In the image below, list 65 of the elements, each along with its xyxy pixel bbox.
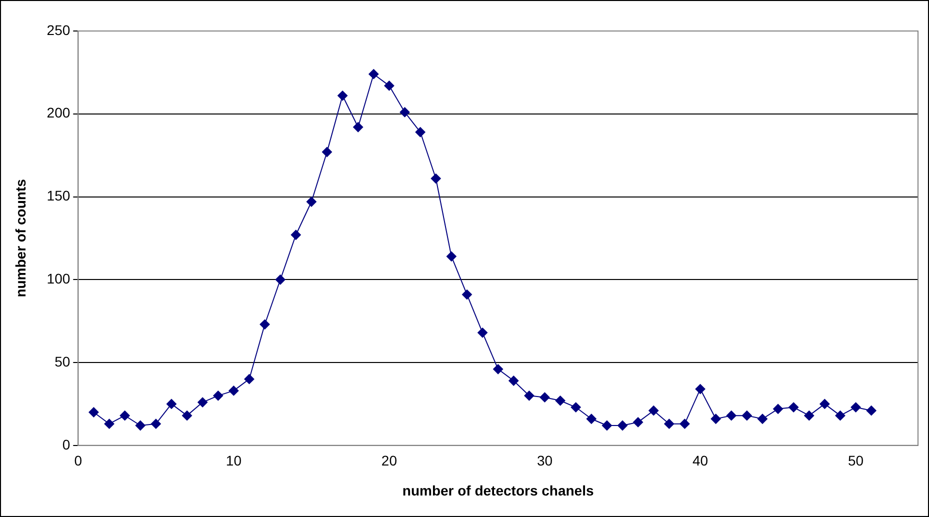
y-tick-label: 0 bbox=[62, 436, 70, 452]
point bbox=[120, 410, 130, 421]
point bbox=[166, 398, 176, 409]
point bbox=[368, 69, 379, 80]
x-tick-label: 20 bbox=[381, 452, 398, 469]
point bbox=[150, 418, 161, 429]
point bbox=[742, 410, 752, 421]
y-tick-label: 50 bbox=[54, 353, 70, 370]
point bbox=[400, 107, 410, 118]
point bbox=[104, 418, 114, 429]
point bbox=[228, 386, 239, 396]
point bbox=[430, 174, 441, 184]
point bbox=[213, 390, 224, 401]
point bbox=[290, 230, 301, 240]
point bbox=[322, 147, 332, 158]
x-tick-label: 10 bbox=[226, 452, 242, 469]
point bbox=[508, 376, 519, 386]
point bbox=[446, 251, 456, 262]
point bbox=[664, 418, 674, 429]
point bbox=[680, 418, 690, 429]
point bbox=[618, 420, 628, 431]
point bbox=[353, 122, 364, 132]
point bbox=[695, 384, 706, 394]
y-tick-label: 200 bbox=[46, 104, 70, 121]
point bbox=[850, 402, 861, 412]
point bbox=[338, 90, 348, 101]
point bbox=[88, 407, 99, 418]
point bbox=[773, 404, 784, 414]
point bbox=[540, 392, 550, 402]
point bbox=[198, 397, 208, 408]
point bbox=[478, 328, 488, 338]
point bbox=[835, 410, 846, 421]
point bbox=[633, 417, 644, 428]
point bbox=[415, 127, 426, 138]
point bbox=[306, 196, 316, 207]
point bbox=[135, 420, 146, 431]
point bbox=[648, 406, 659, 416]
x-axis-title: number of detectors chanels bbox=[402, 482, 594, 498]
point bbox=[866, 406, 876, 416]
point bbox=[182, 410, 192, 421]
point bbox=[726, 410, 736, 421]
x-tick-label: 0 bbox=[74, 452, 82, 469]
point bbox=[260, 319, 270, 330]
point bbox=[710, 414, 721, 424]
point bbox=[804, 410, 814, 421]
point bbox=[462, 290, 472, 300]
point bbox=[275, 274, 286, 285]
y-tick-label: 150 bbox=[46, 188, 70, 204]
x-tick-label: 50 bbox=[848, 452, 864, 469]
point bbox=[757, 414, 768, 424]
point bbox=[555, 396, 566, 406]
point bbox=[586, 414, 596, 424]
y-tick-label: 100 bbox=[46, 270, 70, 286]
point bbox=[602, 420, 612, 431]
point bbox=[788, 402, 799, 412]
point bbox=[384, 80, 394, 91]
x-tick-label: 40 bbox=[692, 452, 708, 469]
point bbox=[493, 364, 504, 374]
point bbox=[244, 374, 254, 384]
point bbox=[820, 398, 830, 409]
x-tick-label: 30 bbox=[536, 452, 553, 469]
y-axis-title: number of counts bbox=[12, 178, 28, 298]
point bbox=[570, 402, 581, 412]
y-tick-label: 250 bbox=[46, 22, 70, 38]
point bbox=[524, 390, 534, 401]
